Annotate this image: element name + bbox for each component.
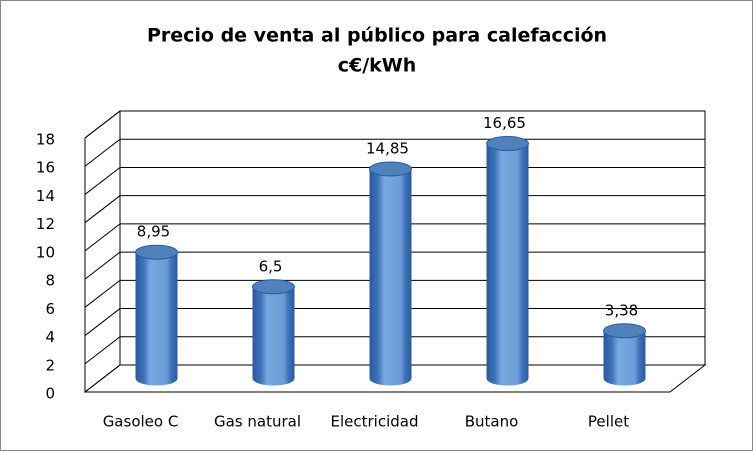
x-tick-label: Gas natural [214, 413, 301, 431]
bar-top [369, 161, 412, 177]
y-tick-label: 8 [45, 272, 55, 290]
y-tick-label: 18 [36, 131, 55, 149]
chart-title: Precio de venta al público para calefacc… [147, 25, 607, 47]
bar [252, 279, 295, 386]
y-tick-label: 2 [45, 356, 55, 374]
y-tick-label: 6 [45, 300, 55, 318]
bar [603, 323, 646, 386]
value-label: 16,65 [483, 114, 526, 132]
x-tick-label: Gasoleo C [103, 413, 179, 431]
bar-top [135, 244, 178, 260]
y-tick-label: 10 [36, 243, 55, 261]
x-tick-label: Electricidad [331, 413, 419, 431]
bar-top [486, 136, 529, 152]
value-label: 6,5 [259, 257, 283, 275]
x-tick-label: Pellet [588, 413, 629, 431]
value-label: 14,85 [366, 139, 409, 157]
bar [369, 161, 412, 386]
bar-top [252, 279, 295, 295]
y-tick-label: 14 [36, 187, 55, 205]
bar-top [603, 323, 646, 339]
y-tick-label: 0 [45, 385, 55, 403]
bar [135, 245, 178, 386]
y-tick-label: 16 [36, 159, 55, 177]
y-tick-label: 12 [36, 215, 55, 233]
value-label: 3,38 [605, 301, 638, 319]
value-label: 8,95 [137, 223, 170, 241]
chart-subtitle: c€/kWh [338, 55, 417, 77]
x-tick-label: Butano [465, 413, 519, 431]
y-tick-label: 4 [45, 328, 55, 346]
bar [486, 136, 529, 386]
grid-line [84, 110, 705, 139]
